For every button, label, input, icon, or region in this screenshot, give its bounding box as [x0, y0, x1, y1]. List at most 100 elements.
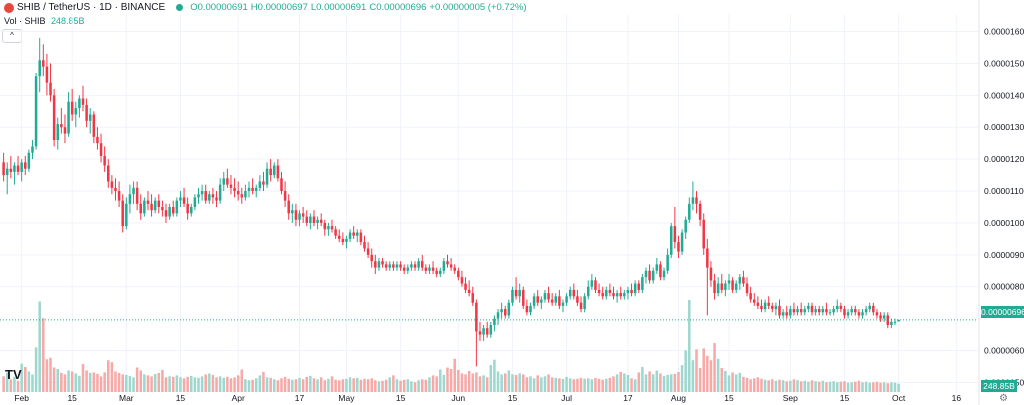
- volume-bar: [695, 349, 698, 392]
- volume-bar: [814, 381, 817, 392]
- volume-bar: [431, 375, 435, 392]
- symbol-title[interactable]: SHIB / TetherUS · 1D · BINANCE: [17, 2, 166, 13]
- volume-label[interactable]: Vol · SHIB: [4, 16, 46, 26]
- volume-bar: [619, 371, 622, 392]
- volume-bar: [713, 343, 716, 392]
- candle-body: [222, 178, 226, 185]
- candle-body: [117, 191, 121, 201]
- candle-body: [568, 289, 572, 297]
- volume-bar: [135, 367, 139, 392]
- volume-bar: [875, 381, 879, 392]
- candle-body: [742, 277, 745, 284]
- candle-body: [99, 143, 103, 156]
- candle-body: [677, 242, 680, 252]
- candle-body: [135, 187, 139, 204]
- volume-bar: [96, 373, 99, 392]
- candle-body: [745, 283, 749, 294]
- candle-body: [734, 283, 738, 290]
- candle-body: [529, 305, 532, 313]
- volume-bar: [446, 367, 449, 392]
- candle-body: [637, 283, 641, 290]
- volume-bar: [34, 347, 38, 392]
- time-tick-label: May: [338, 393, 355, 403]
- volume-bar: [218, 376, 222, 392]
- candle-body: [45, 66, 49, 83]
- candle-body: [319, 219, 323, 223]
- volume-bar: [796, 380, 799, 392]
- candle-body: [240, 194, 244, 198]
- candle-body: [496, 312, 500, 319]
- candle-body: [514, 289, 518, 297]
- candle-body: [532, 296, 536, 306]
- candle-body: [276, 165, 280, 179]
- volume-bar: [31, 374, 34, 392]
- volume-bar: [525, 377, 529, 392]
- candle-body: [760, 305, 763, 310]
- volume-bar: [399, 380, 402, 392]
- tradingview-logo[interactable]: TV: [5, 367, 22, 382]
- time-tick-label: 16: [952, 393, 962, 403]
- candle-body: [442, 261, 446, 271]
- candle-body: [727, 280, 731, 284]
- volume-bar: [720, 368, 724, 392]
- volume-bar: [835, 382, 839, 392]
- candle-body: [651, 270, 655, 281]
- volume-bar: [691, 360, 695, 392]
- candle-body: [67, 101, 70, 134]
- time-tick-label: 15: [724, 393, 734, 403]
- candle-body: [42, 60, 45, 67]
- volume-bar: [879, 382, 882, 392]
- candle-body: [370, 254, 373, 262]
- volume-bar: [738, 372, 742, 392]
- candle-body: [608, 289, 612, 294]
- candle-body: [128, 194, 132, 204]
- time-axis[interactable]: Feb 15 Mar 15 Apr 17 May 15 Jun 15 Jul 17 Aug 15 Sep 15…: [14, 393, 961, 403]
- candle-body: [330, 226, 334, 230]
- gear-icon[interactable]: ⚙: [999, 393, 1008, 404]
- volume-bar: [854, 381, 857, 392]
- volume-bar: [240, 369, 244, 392]
- volume-bar: [702, 348, 705, 392]
- volume-bar: [70, 371, 74, 392]
- candle-body: [511, 289, 514, 303]
- candle-body: [251, 187, 254, 192]
- candle-body: [406, 267, 410, 271]
- volume-bar: [74, 373, 78, 392]
- ohlc-open: O0.00000691: [190, 2, 248, 13]
- volume-bar: [601, 379, 604, 392]
- candle-body: [590, 280, 594, 287]
- volume-bar: [659, 373, 662, 392]
- volume-bar: [857, 380, 861, 392]
- market-open-icon: [176, 4, 184, 11]
- candle-body: [9, 168, 13, 172]
- candle-body: [420, 261, 424, 268]
- candle-body: [229, 184, 233, 188]
- candle-body: [399, 264, 402, 268]
- candle-body: [52, 95, 56, 140]
- candle-body: [655, 264, 659, 271]
- volume-bar: [727, 375, 731, 392]
- volume-bar: [56, 369, 60, 392]
- candle-body: [507, 302, 511, 316]
- volume-bar: [128, 375, 132, 392]
- volume-bar: [200, 376, 204, 392]
- candle-body: [482, 328, 485, 335]
- volume-bar: [789, 380, 792, 392]
- candle-body: [630, 289, 633, 294]
- volume-bar: [861, 382, 864, 392]
- volume-bar: [146, 375, 150, 392]
- volume-bar: [413, 382, 417, 392]
- candle-body: [218, 184, 222, 201]
- volume-bar: [381, 380, 384, 392]
- candle-body: [92, 114, 96, 137]
- volume-tag: 248.85B: [981, 380, 1017, 392]
- volume-bar: [182, 378, 186, 392]
- candle-body: [125, 203, 128, 227]
- candle-body: [294, 210, 298, 220]
- time-tick-label: 15: [176, 393, 186, 403]
- candle-body: [366, 248, 370, 255]
